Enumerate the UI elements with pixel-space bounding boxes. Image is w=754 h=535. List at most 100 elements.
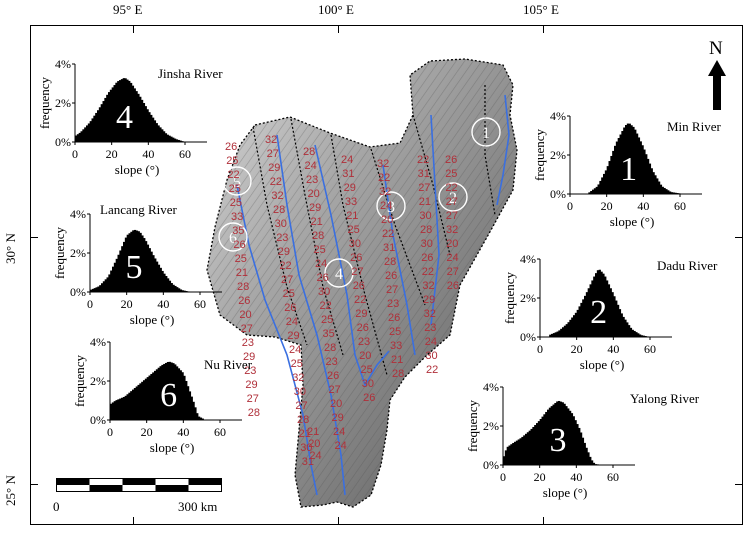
histogram-number: 5 <box>126 249 143 286</box>
x-tick-label: 0 <box>87 297 93 311</box>
histogram-bar <box>194 407 197 420</box>
river-marker-5-label: 5 <box>233 174 241 191</box>
histogram-bar <box>98 107 102 142</box>
histogram-bar <box>108 92 111 142</box>
histogram-bar <box>635 332 638 337</box>
section-number: 20 <box>330 398 342 410</box>
histogram-bar <box>161 364 164 420</box>
histogram-bar <box>181 290 184 292</box>
y-tick-label: 0% <box>55 135 71 149</box>
section-number: 33 <box>390 340 402 352</box>
histogram-chart: 0% 2% 4% 0 20 40 60 slope (°) frequency 5 <box>52 207 222 327</box>
histogram-bar <box>570 413 574 465</box>
section-number: 24 <box>446 252 458 264</box>
histogram-bar <box>131 85 135 142</box>
y-tick-label: 2% <box>520 291 536 305</box>
histogram-bar <box>150 373 153 420</box>
histogram-bar <box>128 233 131 292</box>
section-number: 30 <box>294 386 306 398</box>
histogram-bar <box>628 123 631 194</box>
histogram-bar <box>148 375 151 420</box>
histogram-bar <box>636 133 639 194</box>
x-axis-label: slope (°) <box>115 162 160 177</box>
histogram-bar <box>637 137 641 194</box>
histogram-bar <box>572 416 575 465</box>
section-number: 28 <box>248 407 260 419</box>
histogram-bar <box>128 392 131 420</box>
histogram-bar <box>574 312 578 337</box>
river-marker-4 <box>324 258 354 288</box>
histogram-bar <box>157 125 160 142</box>
histogram-bar <box>126 234 129 292</box>
histogram-bar <box>517 439 520 465</box>
histogram-bar <box>621 131 624 194</box>
north-arrow: N <box>703 38 731 112</box>
histogram-bar <box>164 133 168 142</box>
x-tick-label: 20 <box>106 147 118 161</box>
y-axis-label: frequency <box>502 272 517 324</box>
section-number: 25 <box>230 197 242 209</box>
histogram-bar <box>548 407 552 465</box>
section-number: 23 <box>276 232 288 244</box>
histogram-bar <box>135 91 138 142</box>
histogram-bar <box>124 237 128 292</box>
section-number: 24 <box>286 316 298 328</box>
histogram-bar <box>567 322 570 337</box>
histogram-bar <box>560 328 563 337</box>
histogram-bar <box>178 288 181 292</box>
histogram-bar <box>612 150 615 194</box>
section-number: 27 <box>295 400 307 412</box>
section-number: 23 <box>326 356 338 368</box>
section-number: 26 <box>350 252 362 264</box>
histogram-bar <box>128 80 131 142</box>
histogram-bar <box>600 271 603 337</box>
histogram-bar <box>593 188 597 194</box>
section-number: 27 <box>281 274 293 286</box>
histogram-bar <box>183 375 186 420</box>
section-number: 29 <box>332 412 344 424</box>
histogram-bar <box>606 166 609 194</box>
histogram-bar <box>97 286 100 292</box>
section-number: 22 <box>422 266 434 278</box>
histogram-bar <box>628 325 631 337</box>
section-number: 21 <box>307 426 319 438</box>
section-number: 31 <box>418 168 430 180</box>
histogram-bar <box>623 127 626 194</box>
watershed-boundary-1 <box>252 126 308 346</box>
histogram-bar <box>656 178 659 194</box>
y-tick-label: 4% <box>55 57 71 71</box>
river-marker-4-label: 4 <box>335 266 343 283</box>
histogram-bar <box>174 364 177 420</box>
river-line-min <box>496 94 510 206</box>
section-number: 24 <box>305 160 317 172</box>
y-tick-label: 4% <box>483 380 499 394</box>
histogram-bar <box>610 155 613 194</box>
histogram-bar <box>587 288 590 337</box>
histogram-bar <box>584 295 587 337</box>
histogram-chart: 0% 2% 4% 0 20 40 60 slope (°) frequency 1 <box>532 109 702 229</box>
section-number: 25 <box>321 314 333 326</box>
histogram-bar <box>154 370 157 420</box>
histogram-bar <box>161 270 164 292</box>
histogram-bar <box>141 381 144 420</box>
section-number: 29 <box>309 202 321 214</box>
section-number: 20 <box>381 214 393 226</box>
histogram-bar <box>665 189 668 194</box>
histogram-bar <box>150 251 153 292</box>
histogram-bar <box>75 135 78 142</box>
histogram-bar <box>152 372 155 420</box>
lon-tick-95-bottom <box>133 517 134 525</box>
histogram-bar <box>632 126 635 194</box>
histogram-bar <box>552 404 555 465</box>
y-axis-label: frequency <box>532 129 547 181</box>
histogram-bar <box>603 173 606 194</box>
section-number: 29 <box>278 246 290 258</box>
histogram-bar <box>95 287 98 292</box>
histogram-bar <box>148 248 151 292</box>
north-label: N <box>709 38 723 59</box>
histogram-bar <box>187 386 190 420</box>
x-axis-label: slope (°) <box>580 357 625 372</box>
histogram-bar <box>90 289 93 292</box>
section-number: 30 <box>362 378 374 390</box>
y-tick-label: 2% <box>90 374 106 388</box>
